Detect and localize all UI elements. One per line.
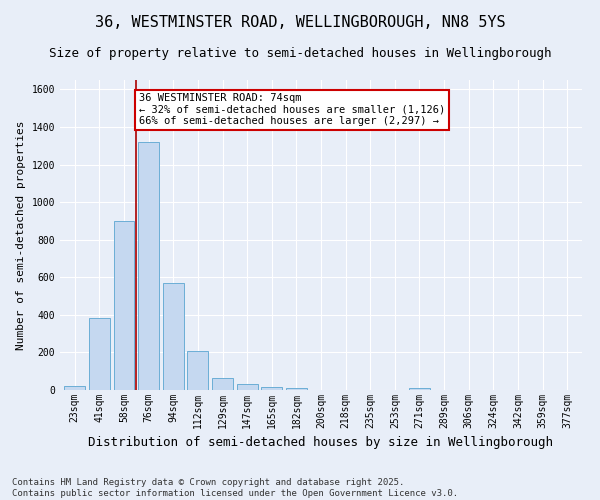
Text: 36, WESTMINSTER ROAD, WELLINGBOROUGH, NN8 5YS: 36, WESTMINSTER ROAD, WELLINGBOROUGH, NN…: [95, 15, 505, 30]
Bar: [409, 388, 430, 390]
Bar: [187, 352, 208, 390]
Bar: [163, 283, 184, 390]
Text: Contains HM Land Registry data © Crown copyright and database right 2025.
Contai: Contains HM Land Registry data © Crown c…: [12, 478, 458, 498]
Bar: [236, 384, 257, 390]
Text: Size of property relative to semi-detached houses in Wellingborough: Size of property relative to semi-detach…: [49, 48, 551, 60]
Bar: [212, 378, 233, 390]
Bar: [286, 388, 307, 390]
Bar: [138, 142, 159, 390]
X-axis label: Distribution of semi-detached houses by size in Wellingborough: Distribution of semi-detached houses by …: [89, 436, 554, 450]
Bar: [113, 221, 134, 390]
Bar: [261, 386, 282, 390]
Bar: [89, 318, 110, 390]
Y-axis label: Number of semi-detached properties: Number of semi-detached properties: [16, 120, 26, 350]
Text: 36 WESTMINSTER ROAD: 74sqm
← 32% of semi-detached houses are smaller (1,126)
66%: 36 WESTMINSTER ROAD: 74sqm ← 32% of semi…: [139, 93, 445, 126]
Bar: [64, 386, 85, 390]
